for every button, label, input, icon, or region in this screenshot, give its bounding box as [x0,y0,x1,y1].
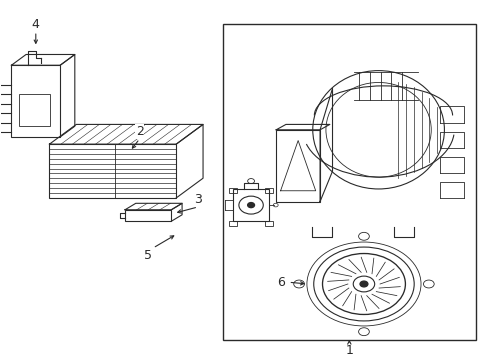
Bar [228,221,236,226]
Bar [125,210,171,221]
Circle shape [247,203,254,208]
Text: 4: 4 [32,18,40,31]
Text: 1: 1 [345,344,352,357]
Text: 6: 6 [277,276,285,289]
Bar [265,188,273,193]
Bar [276,130,320,202]
Bar [11,65,60,137]
Bar [228,188,236,193]
Circle shape [359,281,367,287]
Text: 5: 5 [143,249,152,262]
Bar [265,221,273,226]
Bar [232,189,269,221]
Bar [222,24,475,339]
Text: 3: 3 [194,193,202,206]
Text: 2: 2 [136,125,143,138]
Bar [49,144,176,198]
Bar [19,94,50,126]
